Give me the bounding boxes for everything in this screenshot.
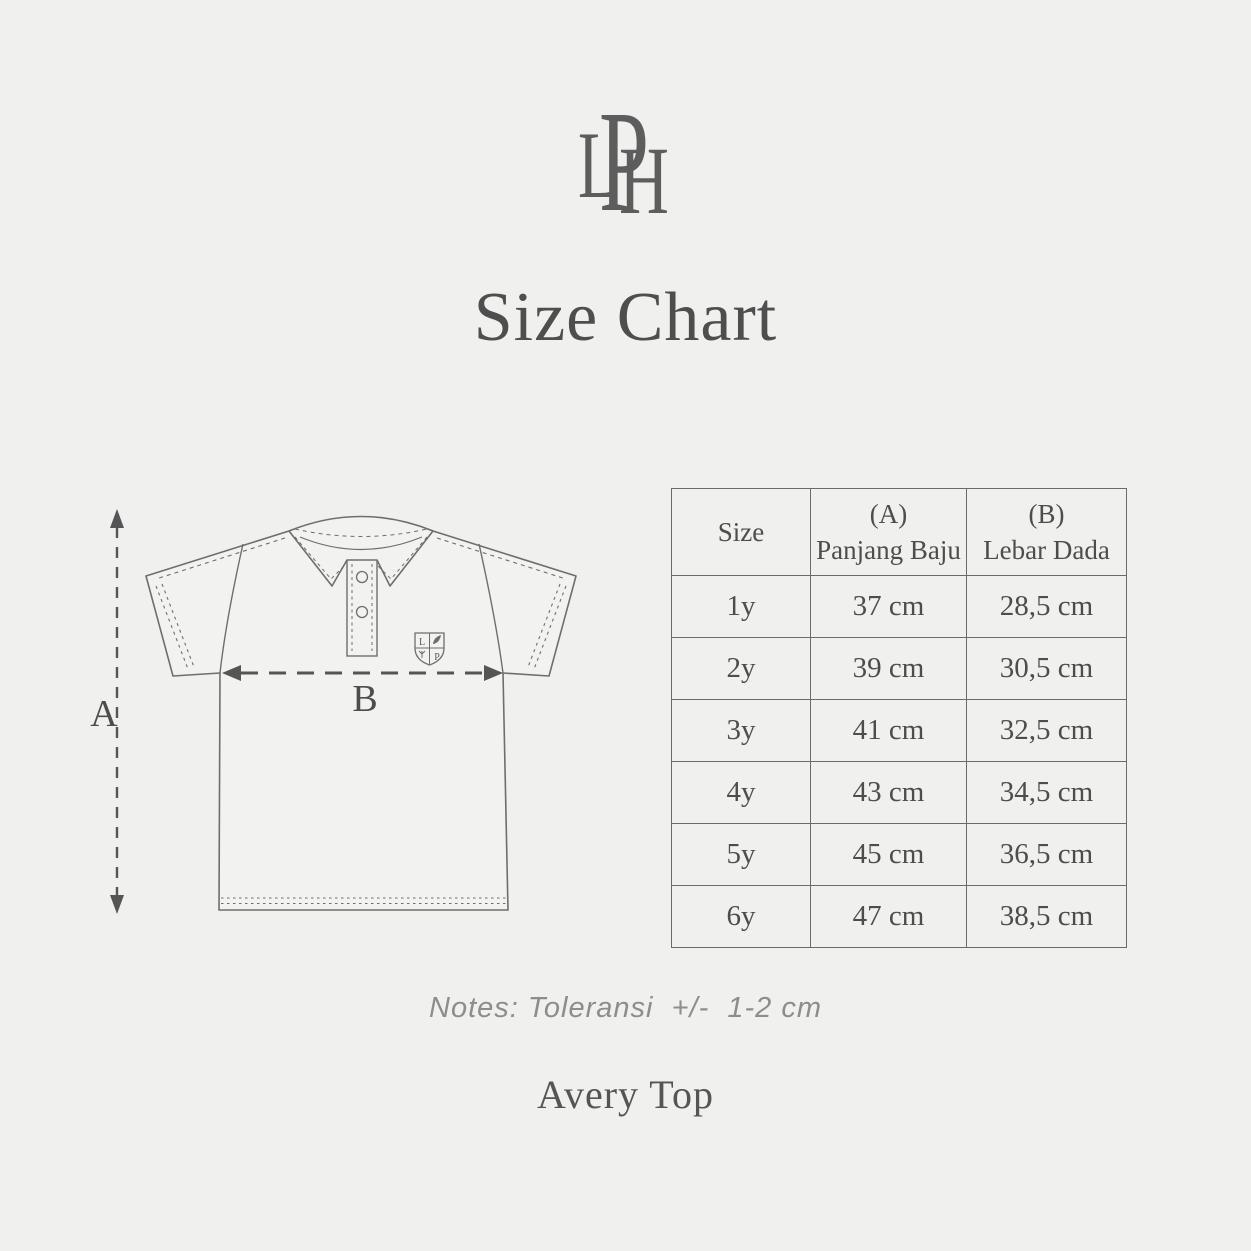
top-button [355,570,369,584]
brand-monogram-logo: P L H [578,103,669,218]
cell-panjang: 47 cm [810,885,967,948]
cell-panjang: 37 cm [810,575,967,638]
measurement-arrow-b [222,665,503,681]
cell-size: 6y [671,885,811,948]
header-lebar-dada: (B) Lebar Dada [966,488,1127,576]
cell-lebar: 36,5 cm [966,823,1127,886]
right-sleeve-stitch [527,583,567,670]
table-row: 3y 41 cm 32,5 cm [671,699,1127,762]
header-panjang-baju: (A) Panjang Baju [810,488,967,576]
header-a-label: Panjang Baju [816,535,961,565]
cell-lebar: 34,5 cm [966,761,1127,824]
crest-letter-p: P [434,652,440,663]
measurement-arrow-a [110,509,124,914]
table-row: 1y 37 cm 28,5 cm [671,575,1127,638]
header-b-label: Lebar Dada [983,535,1110,565]
crest-sprout-icon [418,650,426,658]
crest-letter-l: L [419,637,425,648]
cell-lebar: 28,5 cm [966,575,1127,638]
cell-size: 2y [671,637,811,700]
page-title: Size Chart [473,279,778,356]
cell-size: 1y [671,575,811,638]
header-size-label: Size [717,516,765,547]
crest-badge-icon: L P [414,632,445,666]
arrow-label-b: B [352,678,377,720]
cell-lebar: 32,5 cm [966,699,1127,762]
table-row: 6y 47 cm 38,5 cm [671,885,1127,948]
cell-panjang: 43 cm [810,761,967,824]
shirt-measurement-diagram: A [90,509,577,914]
cell-panjang: 45 cm [810,823,967,886]
table-header-row: Size (A) Panjang Baju (B) Lebar Dada [671,488,1127,576]
cell-lebar: 30,5 cm [966,637,1127,700]
header-a-code: (A) [869,498,908,529]
tolerance-note: Notes: Toleransi +/- 1-2 cm [429,992,822,1024]
right-shoulder-stitch [436,537,567,580]
left-sleeve-stitch [155,583,195,670]
table-row: 5y 45 cm 36,5 cm [671,823,1127,886]
header-size: Size [671,488,811,576]
monogram-letter-h: H [619,128,669,218]
left-armhole-seam [219,543,244,674]
crest-leaf-icon [433,635,441,644]
left-shoulder-stitch [155,537,286,580]
cell-lebar: 38,5 cm [966,885,1127,948]
cell-size: 5y [671,823,811,886]
monogram-letter-l: L [578,113,617,218]
right-armhole-seam [478,543,504,674]
cell-size: 3y [671,699,811,762]
cell-size: 4y [671,761,811,824]
monogram-letter-p: P [599,103,649,218]
polo-collar [288,515,434,587]
button-placket [346,558,378,657]
cell-panjang: 41 cm [810,699,967,762]
size-table: Size (A) Panjang Baju (B) Lebar Dada 1y … [671,488,1127,948]
header-b-code: (B) [1028,498,1065,529]
table-row: 4y 43 cm 34,5 cm [671,761,1127,824]
bottom-button [355,605,369,619]
cell-panjang: 39 cm [810,637,967,700]
table-row: 2y 39 cm 30,5 cm [671,637,1127,700]
product-name: Avery Top [537,1072,714,1117]
arrow-label-a: A [90,693,118,735]
